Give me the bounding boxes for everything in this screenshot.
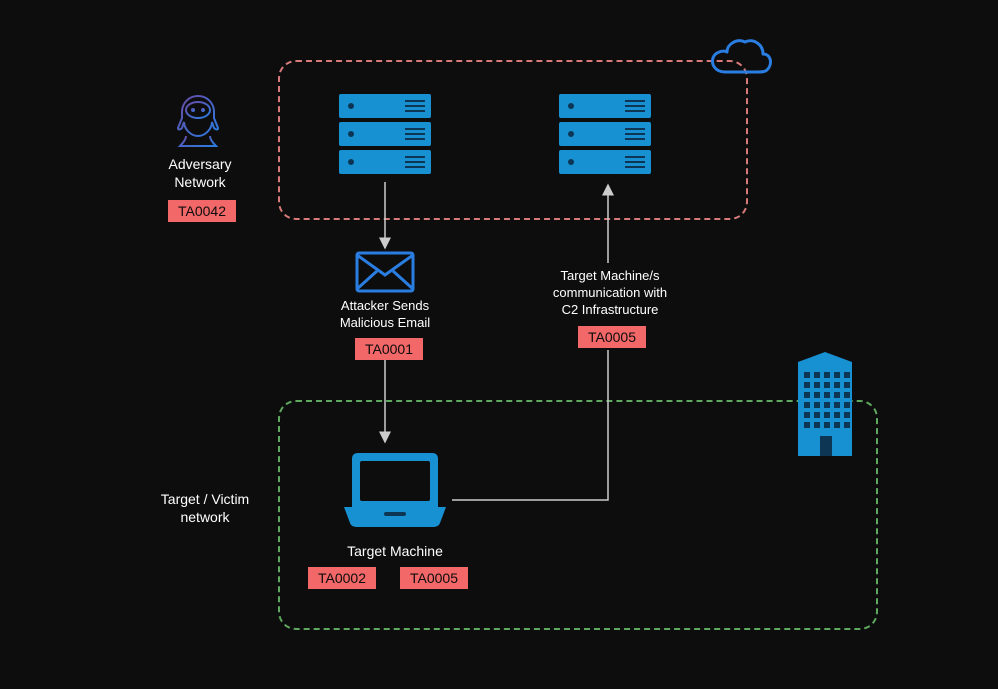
email-label: Attacker Sends Malicious Email <box>330 298 440 332</box>
c2-label-line1: Target Machine/s <box>561 268 660 283</box>
laptop-icon <box>340 445 450 535</box>
building-icon <box>790 350 860 460</box>
email-label-line2: Malicious Email <box>340 315 430 330</box>
target-tag2: TA0005 <box>400 567 468 589</box>
c2-label-line3: C2 Infrastructure <box>562 302 659 317</box>
adversary-icon <box>168 88 228 148</box>
target-machine-label: Target Machine <box>340 542 450 560</box>
server-stack-left-icon <box>335 90 435 180</box>
adversary-label-line1: Adversary <box>168 156 231 172</box>
email-icon <box>355 251 415 293</box>
adversary-label-line2: Network <box>174 174 225 190</box>
server-stack-right-icon <box>555 90 655 180</box>
victim-zone-label-line1: Target / Victim <box>161 491 249 507</box>
cloud-icon <box>705 34 775 84</box>
email-label-line1: Attacker Sends <box>341 298 429 313</box>
target-tag1: TA0002 <box>308 567 376 589</box>
adversary-label: Adversary Network <box>158 155 242 191</box>
victim-zone-label: Target / Victim network <box>150 490 260 526</box>
c2-label: Target Machine/s communication with C2 I… <box>540 268 680 319</box>
c2-label-line2: communication with <box>553 285 667 300</box>
adversary-tag: TA0042 <box>168 200 236 222</box>
c2-tag: TA0005 <box>578 326 646 348</box>
email-tag: TA0001 <box>355 338 423 360</box>
victim-zone-label-line2: network <box>180 509 229 525</box>
